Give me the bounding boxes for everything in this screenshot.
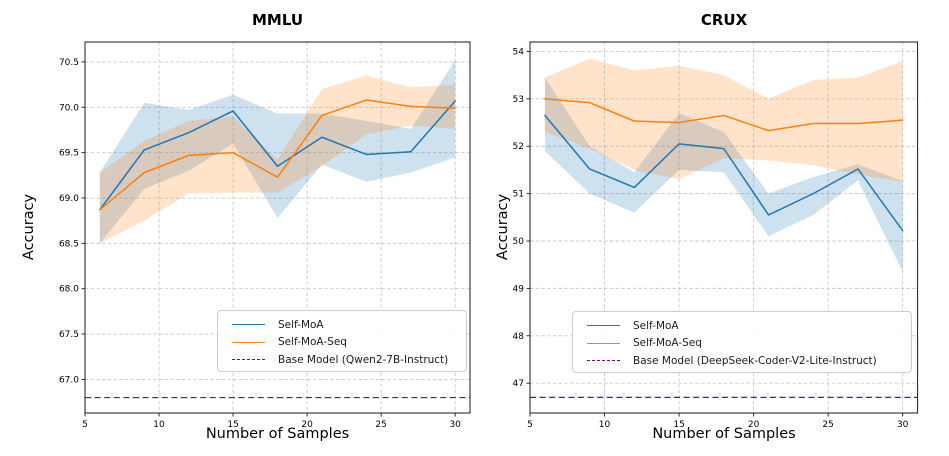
- legend-entry-self-moa: Self-MoA: [587, 317, 911, 335]
- legend-dashed-line-base-model: [232, 359, 265, 361]
- x-tick-label: 10: [599, 420, 611, 430]
- series-line-self-moa: [99, 100, 456, 211]
- legend-entry-base-model: Base Model (Qwen2-7B-Instruct): [232, 351, 466, 369]
- x-tick-label: 20: [301, 420, 313, 430]
- x-tick-label: 15: [227, 420, 238, 430]
- legend-label-self-moa-seq: Self-MoA-Seq: [278, 336, 347, 348]
- y-tick-label: 69.0: [59, 194, 79, 204]
- plot-area-mmlu: 5 10 15 20 25 30 67.0 67.5 68.0 68.5 69.0 69.5 70.0 7…: [59, 41, 471, 430]
- legend-mmlu: Self-MoA Self-MoA-Seq Base Model (Qwen2-…: [217, 310, 467, 372]
- confidence-band-self-moa: [544, 77, 903, 272]
- y-tick-label: 68.0: [59, 285, 79, 295]
- x-tick-label: 10: [153, 420, 165, 430]
- y-tick-label: 70.5: [59, 58, 79, 68]
- legend-entry-self-moa: Self-MoA: [232, 316, 466, 334]
- y-axis-label-crux: Accuracy: [495, 193, 511, 261]
- confidence-band-self-moa-seq: [99, 75, 456, 244]
- y-tick-label: 67.0: [59, 375, 79, 385]
- legend-crux: Self-MoA Self-MoA-Seq Base Model (DeepSe…: [572, 311, 912, 373]
- legend-label-self-moa-seq: Self-MoA-Seq: [633, 337, 702, 349]
- x-tick-label: 15: [673, 420, 684, 430]
- legend-entry-self-moa-seq: Self-MoA-Seq: [232, 334, 466, 352]
- plot-border: [529, 41, 919, 414]
- plot-area-crux: 5 10 15 20 25 30 47 48 49 50 51 52 53 54: [513, 41, 919, 430]
- legend-entry-self-moa-seq: Self-MoA-Seq: [587, 335, 911, 353]
- y-tick-label: 70.0: [59, 103, 79, 113]
- legend-label-self-moa: Self-MoA: [633, 319, 679, 332]
- chart-crux: 5 10 15 20 25 30 47 48 49 50 51 52 53 54 CRUX Accurac…: [474, 0, 949, 456]
- y-tick-label: 68.5: [59, 239, 79, 249]
- y-tick-label: 53: [513, 95, 524, 105]
- x-tick-label: 5: [527, 420, 533, 430]
- chart-title-mmlu: MMLU: [251, 11, 304, 29]
- legend-label-base-model: Base Model (Qwen2-7B-Instruct): [278, 353, 449, 366]
- legend-label-self-moa: Self-MoA: [278, 318, 324, 331]
- legend-line-self-moa: [232, 324, 265, 326]
- y-tick-label: 48: [513, 332, 525, 342]
- legend-line-self-moa: [587, 325, 620, 327]
- series-line-self-moa-seq: [99, 99, 456, 211]
- x-tick-label: 30: [897, 420, 909, 430]
- legend-label-base-model: Base Model (DeepSeek-Coder-V2-Lite-Instr…: [633, 354, 877, 367]
- legend-line-self-moa-seq: [587, 342, 620, 344]
- legend-dashed-line-base-model: [587, 360, 620, 362]
- x-tick-label: 25: [375, 420, 386, 430]
- y-tick-label: 52: [513, 142, 524, 152]
- confidence-band-self-moa: [99, 60, 456, 244]
- y-axis-label-mmlu: Accuracy: [21, 193, 37, 261]
- legend-entry-base-model: Base Model (DeepSeek-Coder-V2-Lite-Instr…: [587, 352, 911, 370]
- plot-border: [84, 41, 471, 414]
- y-tick-label: 69.5: [59, 149, 79, 159]
- y-tick-label: 49: [513, 284, 525, 294]
- chart-title-crux: CRUX: [700, 11, 748, 29]
- series-line-self-moa-seq: [544, 98, 904, 132]
- x-tick-label: 30: [449, 420, 461, 430]
- x-tick-label: 25: [822, 420, 833, 430]
- y-tick-label: 51: [513, 190, 524, 200]
- chart-mmlu: 5 10 15 20 25 30 67.0 67.5 68.0 68.5 69.0 69.5 70.0 7…: [0, 0, 474, 456]
- y-tick-label: 67.5: [59, 330, 79, 340]
- y-tick-label: 50: [513, 237, 525, 247]
- y-tick-label: 54: [513, 47, 525, 57]
- x-tick-label: 5: [82, 420, 88, 430]
- legend-line-self-moa-seq: [232, 341, 265, 343]
- x-axis-label-crux: Number of Samples: [652, 426, 796, 442]
- x-axis-label-mmlu: Number of Samples: [205, 426, 350, 442]
- y-tick-label: 47: [513, 379, 524, 389]
- series-line-self-moa: [544, 114, 904, 232]
- x-tick-label: 20: [748, 420, 760, 430]
- confidence-band-self-moa-seq: [544, 58, 903, 182]
